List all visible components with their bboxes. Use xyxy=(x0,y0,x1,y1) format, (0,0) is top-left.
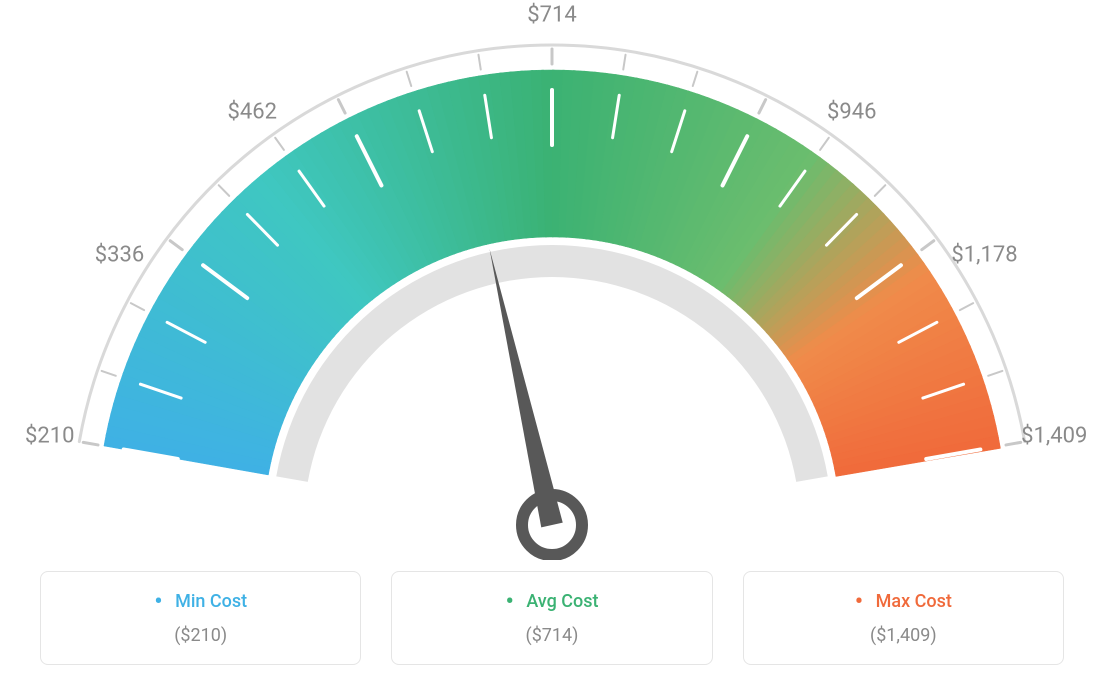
legend-row: Min Cost ($210) Avg Cost ($714) Max Cost… xyxy=(40,571,1064,665)
legend-label-min-text: Min Cost xyxy=(175,591,247,612)
gauge-svg xyxy=(0,0,1104,560)
legend-card-avg: Avg Cost ($714) xyxy=(391,571,712,665)
legend-card-min: Min Cost ($210) xyxy=(40,571,361,665)
legend-label-max-text: Max Cost xyxy=(876,591,952,612)
legend-label-avg-text: Avg Cost xyxy=(526,591,598,612)
legend-value-avg: ($714) xyxy=(402,625,701,646)
legend-label-max: Max Cost xyxy=(754,587,1053,615)
gauge-area: $210 $336 $462 $714 $946 $1,178 $1,409 xyxy=(0,0,1104,560)
gauge-tick-label: $210 xyxy=(25,424,74,449)
gauge-tick-label: $1,409 xyxy=(1021,424,1087,449)
gauge-tick-label: $1,178 xyxy=(951,242,1017,267)
legend-label-avg: Avg Cost xyxy=(402,587,701,615)
gauge-tick-label: $946 xyxy=(827,100,876,125)
legend-value-max: ($1,409) xyxy=(754,625,1053,646)
legend-value-min: ($210) xyxy=(51,625,350,646)
gauge-chart-container: $210 $336 $462 $714 $946 $1,178 $1,409 Min Cos… xyxy=(0,0,1104,690)
gauge-tick-label: $462 xyxy=(227,100,276,125)
legend-card-max: Max Cost ($1,409) xyxy=(743,571,1064,665)
legend-label-min: Min Cost xyxy=(51,587,350,615)
gauge-tick-label: $714 xyxy=(527,3,576,28)
gauge-tick-label: $336 xyxy=(95,242,144,267)
